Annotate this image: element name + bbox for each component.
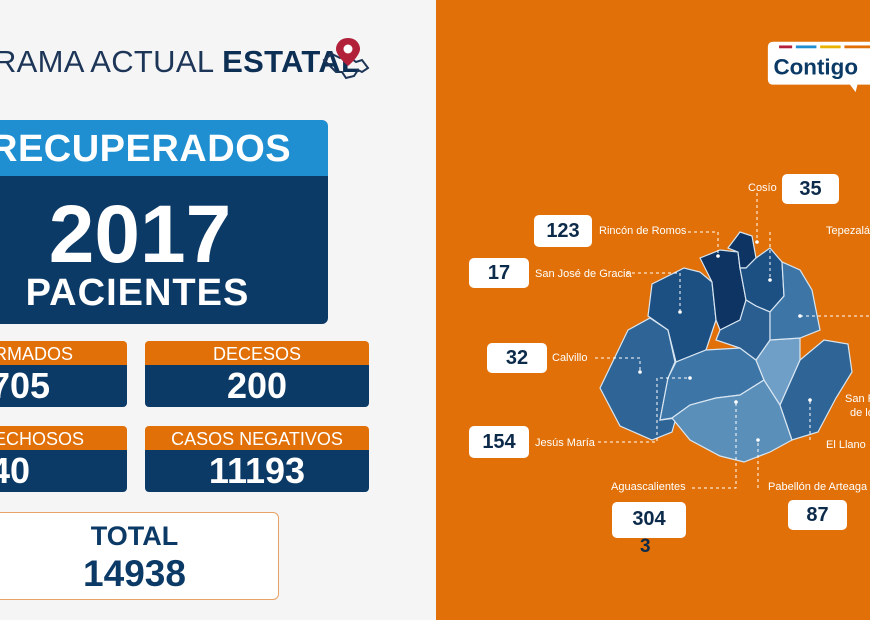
logo-text: Contigo [773, 54, 858, 79]
label-san-francisco-line2: de lo [850, 407, 870, 419]
label-rincon-de-romos: Rincón de Romos [599, 225, 687, 237]
label-jesus-maria: Jesús María [535, 437, 595, 449]
contigo-logo: Contigo [767, 41, 870, 93]
label-san-francisco-line1: San F [845, 393, 870, 405]
confirmed-label: RMADOS [0, 341, 127, 365]
label-cosio: Cosío [748, 182, 777, 194]
count-calvillo: 32 [487, 343, 547, 373]
label-tepezala: Tepezalá [826, 225, 870, 237]
municipality-asientos [769, 261, 821, 341]
confirmed-card: RMADOS 705 [0, 341, 127, 407]
total-value: 14938 [83, 553, 186, 594]
municipality-calvillo [599, 317, 677, 441]
count-aguascalientes-extra: 3 [640, 536, 651, 557]
deaths-label: DECESOS [145, 341, 369, 365]
label-san-jose-de-gracia: San José de Gracia [535, 268, 632, 280]
negatives-label: CASOS NEGATIVOS [145, 426, 369, 450]
deaths-card: DECESOS 200 [145, 341, 369, 407]
count-rincon-de-romos: 123 [534, 215, 592, 247]
recovered-unit: PACIENTES [25, 272, 250, 314]
summary-panel: RAMA ACTUAL ESTATAL RECUPERADOS 2017 PAC… [0, 38, 370, 600]
page-title: RAMA ACTUAL ESTATAL [0, 44, 360, 80]
total-card: TOTAL 14938 [0, 512, 279, 600]
recovered-label: RECUPERADOS [0, 128, 292, 170]
recovered-value: 2017 [48, 189, 232, 280]
deaths-value: 200 [145, 365, 369, 407]
suspected-value: 40 [0, 450, 127, 492]
count-pabellon-de-arteaga: 87 [788, 500, 847, 530]
count-jesus-maria: 154 [469, 426, 529, 458]
recovered-header: RECUPERADOS [0, 120, 328, 176]
count-cosio: 35 [782, 174, 839, 204]
suspected-label: ECHOSOS [0, 426, 127, 450]
label-calvillo: Calvillo [552, 352, 588, 364]
label-pabellon-de-arteaga: Pabellón de Arteaga [768, 481, 868, 493]
title-regular: RAMA ACTUAL [0, 44, 223, 79]
count-san-jose-de-gracia: 17 [469, 258, 529, 288]
count-aguascalientes-value: 304 [632, 508, 666, 530]
suspected-card: ECHOSOS 40 [0, 426, 127, 492]
recovered-body [0, 176, 328, 324]
label-el-llano: El Llano [826, 439, 866, 451]
negatives-value: 11193 [145, 450, 369, 492]
label-aguascalientes: Aguascalientes [611, 481, 686, 493]
mexico-map-pin-icon [322, 38, 370, 80]
confirmed-value: 705 [0, 365, 127, 407]
total-label: TOTAL [90, 521, 179, 551]
count-aguascalientes: 304 [612, 502, 686, 538]
negatives-card: CASOS NEGATIVOS 11193 [145, 426, 369, 492]
